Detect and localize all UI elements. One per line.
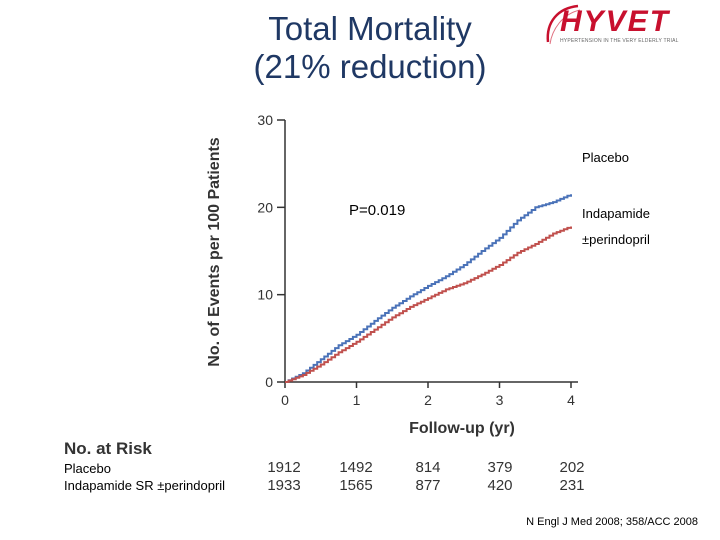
risk-table-cell: 1492 — [339, 459, 373, 476]
active-annotation-line-2: ±perindopril — [582, 232, 650, 247]
series-line-indapamide — [285, 226, 572, 383]
x-tick-label: 2 — [424, 392, 432, 408]
risk-row-label-active: Indapamide SR ±perindopril — [64, 478, 226, 493]
y-tick-label: 10 — [257, 287, 273, 303]
series-line-placebo — [285, 194, 572, 383]
slide-title: Total Mortality (21% reduction) — [200, 10, 540, 86]
title-line-2: (21% reduction) — [253, 48, 487, 85]
x-tick-label: 4 — [567, 392, 575, 408]
hyvet-logo: HYVET HYPERTENSION IN THE VERY ELDERLY T… — [544, 2, 718, 48]
risk-table-cell: 814 — [415, 459, 441, 476]
x-tick-label: 0 — [281, 392, 289, 408]
risk-table-cell: 1912 — [267, 459, 301, 476]
risk-table-cell: 420 — [487, 477, 513, 494]
risk-table-cell: 231 — [559, 477, 585, 494]
citation: N Engl J Med 2008; 358/ACC 2008 — [526, 516, 698, 528]
y-tick-label: 20 — [257, 199, 273, 215]
logo-tagline: HYPERTENSION IN THE VERY ELDERLY TRIAL — [560, 38, 679, 44]
risk-table-cell: 1933 — [267, 477, 301, 494]
risk-table-cell: 877 — [415, 477, 441, 494]
y-axis-label: No. of Events per 100 Patients — [206, 137, 223, 367]
y-tick-label: 0 — [265, 374, 273, 390]
x-tick-label: 1 — [353, 392, 361, 408]
x-tick-label: 3 — [496, 392, 504, 408]
risk-table-cell: 379 — [487, 459, 513, 476]
risk-table-heading: No. at Risk — [64, 439, 152, 458]
x-axis-label: Follow-up (yr) — [409, 420, 515, 437]
risk-table-cell: 202 — [559, 459, 585, 476]
placebo-annotation: Placebo — [582, 150, 629, 165]
logo-swoosh-icon — [546, 4, 581, 45]
title-line-1: Total Mortality — [268, 10, 472, 47]
y-tick-label: 30 — [257, 112, 273, 128]
logo-wordmark: HYVET — [560, 5, 671, 38]
risk-row-label-placebo: Placebo — [64, 461, 111, 476]
active-annotation-line-1: Indapamide — [582, 206, 650, 221]
risk-table-cell: 1565 — [339, 477, 373, 494]
p-value-annotation: P=0.019 — [349, 202, 406, 219]
